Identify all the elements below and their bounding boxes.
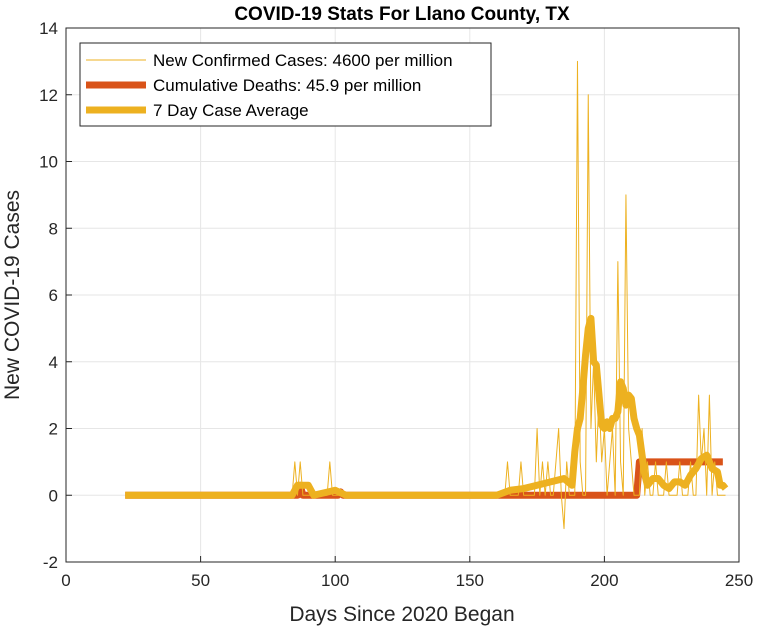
y-tick-label: 4 [49, 353, 58, 372]
x-tick-label: 150 [456, 571, 484, 590]
series-7-day-average [125, 314, 729, 499]
legend: New Confirmed Cases: 4600 per million Cu… [79, 42, 492, 127]
legend-label-new-cases: New Confirmed Cases: 4600 per million [153, 51, 453, 70]
x-tick-label: 0 [61, 571, 70, 590]
series-new-confirmed-cases [125, 60, 726, 530]
y-tick-label: 12 [39, 86, 58, 105]
y-axis-label: New COVID-19 Cases [1, 190, 24, 400]
y-tick-label: 2 [49, 420, 58, 439]
legend-box [79, 42, 492, 127]
y-tick-label: 14 [39, 19, 58, 38]
y-tick-label: 6 [49, 286, 58, 305]
plot-lines [125, 60, 729, 530]
x-tick-label: 200 [590, 571, 618, 590]
legend-label-deaths: Cumulative Deaths: 45.9 per million [153, 76, 421, 95]
y-tick-label: 8 [49, 219, 58, 238]
x-tick-label: 250 [725, 571, 753, 590]
y-tick-label: 0 [49, 486, 58, 505]
legend-label-average: 7 Day Case Average [153, 101, 309, 120]
y-tick-label: -2 [43, 553, 58, 572]
chart-title: COVID-19 Stats For Llano County, TX [234, 4, 570, 25]
x-axis-label: Days Since 2020 Began [289, 603, 514, 626]
x-tick-label: 50 [191, 571, 210, 590]
y-tick-label: 10 [39, 153, 58, 172]
x-tick-label: 100 [321, 571, 349, 590]
